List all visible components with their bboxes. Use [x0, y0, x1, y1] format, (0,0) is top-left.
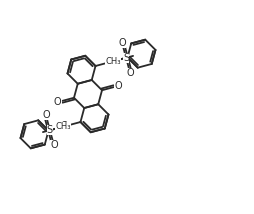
Text: O: O [126, 68, 134, 78]
Text: O: O [118, 38, 126, 48]
Text: O: O [61, 121, 69, 131]
Text: S: S [47, 125, 53, 135]
Text: CH₃: CH₃ [105, 57, 121, 66]
Text: S: S [123, 53, 129, 63]
Text: O: O [115, 81, 122, 91]
Text: CH₃: CH₃ [55, 122, 71, 131]
Text: O: O [54, 97, 61, 107]
Text: O: O [42, 110, 50, 120]
Text: O: O [50, 140, 58, 150]
Text: O: O [107, 57, 115, 67]
